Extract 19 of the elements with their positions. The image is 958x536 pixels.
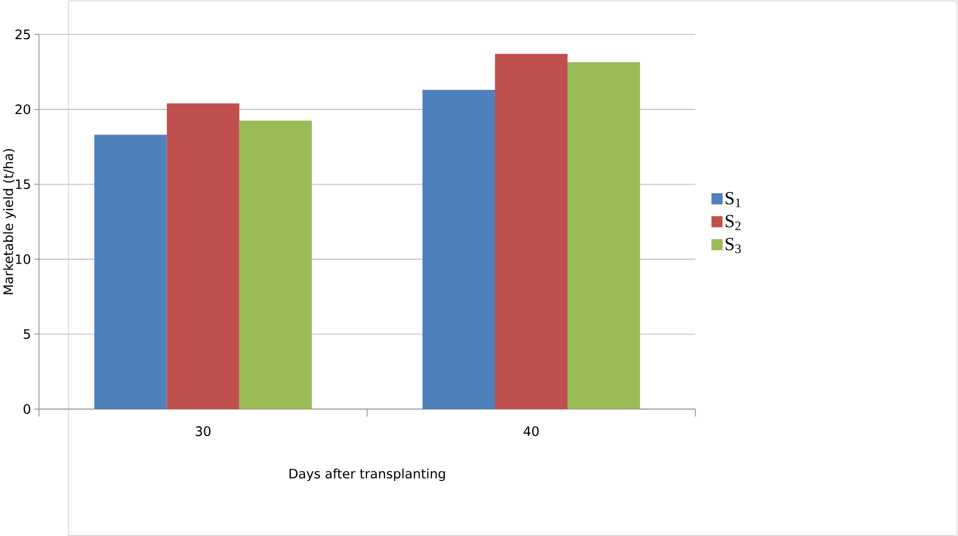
y-tick-label: 20 bbox=[16, 104, 30, 114]
legend-label: S$_{1}$ bbox=[726, 192, 740, 207]
x-tick-label: 30 bbox=[196, 426, 210, 436]
y-tick-label: 10 bbox=[16, 254, 30, 264]
bar bbox=[166, 103, 240, 409]
bar bbox=[94, 134, 167, 409]
legend-label: S$_{3}$ bbox=[726, 238, 741, 253]
x-axis-title: Days after transplanting bbox=[290, 468, 445, 481]
legend-label: S$_{2}$ bbox=[726, 214, 741, 230]
bar bbox=[495, 54, 568, 409]
bar bbox=[568, 62, 640, 409]
y-tick-label: 25 bbox=[16, 29, 30, 40]
y-axis-title: Marketable yield (t/ha) bbox=[3, 148, 16, 294]
bar bbox=[239, 120, 312, 409]
y-tick-label: 5 bbox=[24, 329, 30, 339]
y-tick-label: 15 bbox=[16, 179, 30, 189]
y-tick-label: 0 bbox=[24, 404, 30, 414]
bar bbox=[422, 90, 496, 409]
x-tick-label: 40 bbox=[524, 426, 539, 436]
